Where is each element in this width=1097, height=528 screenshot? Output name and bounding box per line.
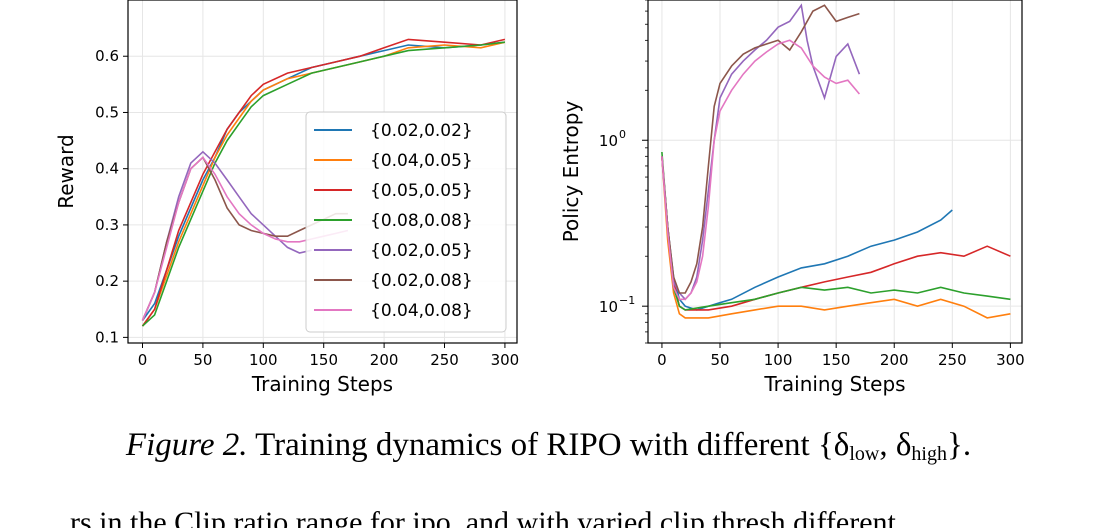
caption-text: Training dynamics of RIPO with different… — [255, 427, 850, 463]
body-text-fragment: rs in the Clip ratio range for ipo, and … — [70, 506, 926, 528]
x-tick-label: 0 — [657, 351, 667, 369]
series-line-1 — [661, 156, 1011, 319]
legend-label: {0.05,0.05} — [370, 181, 473, 201]
x-axis-title: Training Steps — [763, 372, 905, 396]
figure-caption: Figure 2. Training dynamics of RIPO with… — [0, 427, 1097, 466]
y-tick-label: 0.6 — [95, 47, 119, 65]
y-axis-title: Reward — [54, 134, 78, 208]
y-tick-label: 0.5 — [95, 103, 119, 121]
x-tick-label: 250 — [938, 351, 967, 369]
legend-label: {0.02,0.05} — [370, 241, 473, 261]
x-tick-label: 150 — [822, 351, 851, 369]
y-tick-label: 0.1 — [95, 328, 119, 346]
legend-label: {0.04,0.05} — [370, 151, 473, 171]
series-line-3 — [661, 151, 1011, 311]
x-tick-label: 100 — [764, 351, 793, 369]
caption-mid: , δ — [879, 427, 912, 463]
caption-suffix: }. — [946, 427, 972, 463]
series-line-1 — [141, 41, 506, 327]
y-axis-title: Policy Entropy — [559, 101, 583, 243]
y-tick-label: 10 — [599, 298, 618, 316]
y-tick-exponent: −1 — [619, 294, 635, 307]
x-tick-label: 300 — [491, 351, 520, 369]
caption-sub-high: high — [911, 443, 947, 465]
x-tick-label: 300 — [996, 351, 1025, 369]
series-line-5 — [661, 4, 860, 294]
y-tick-exponent: 0 — [619, 128, 626, 141]
series-line-6 — [661, 39, 861, 301]
reward-chart-panel: 0 50 100 150 200 250 300 0.1 0.2 0.3 0.4 0.5 0.6 Trai… — [54, 0, 519, 396]
legend-box — [305, 111, 507, 333]
plot-frame — [127, 0, 518, 344]
x-tick-label: 200 — [370, 351, 399, 369]
figure-panels: 0 50 100 150 200 250 3000.10.20.30.40.50.6Trai… — [54, 0, 1025, 396]
x-tick-label: 150 — [309, 351, 338, 369]
x-tick-label: 250 — [430, 351, 459, 369]
legend-label: {0.02,0.08} — [370, 271, 473, 291]
series-line-4 — [661, 3, 861, 301]
legend-label: {0.08,0.08} — [370, 211, 473, 231]
caption-sub-low: low — [849, 443, 880, 465]
legend: {0.02,0.02} {0.04,0.05} {0.05,0.05} {0.08,0… — [305, 111, 507, 333]
plot-frame — [647, 0, 1023, 344]
series-line-2 — [141, 38, 506, 327]
y-tick-label: 0.3 — [95, 216, 119, 234]
y-tick-label: 0.4 — [95, 160, 119, 178]
y-tick-label: 10 — [599, 132, 618, 150]
caption-figure-label: Figure 2. — [125, 427, 248, 463]
series-line-3 — [141, 41, 505, 327]
y-tick-label: 0.2 — [95, 272, 119, 290]
x-tick-label: 100 — [249, 351, 278, 369]
legend-label: {0.02,0.02} — [370, 121, 473, 141]
x-axis-title: Training Steps — [251, 372, 393, 396]
x-tick-label: 50 — [193, 351, 212, 369]
x-tick-label: 50 — [710, 351, 729, 369]
x-tick-label: 200 — [880, 351, 909, 369]
x-tick-label: 0 — [138, 351, 148, 369]
legend-label: {0.04,0.08} — [370, 301, 473, 321]
